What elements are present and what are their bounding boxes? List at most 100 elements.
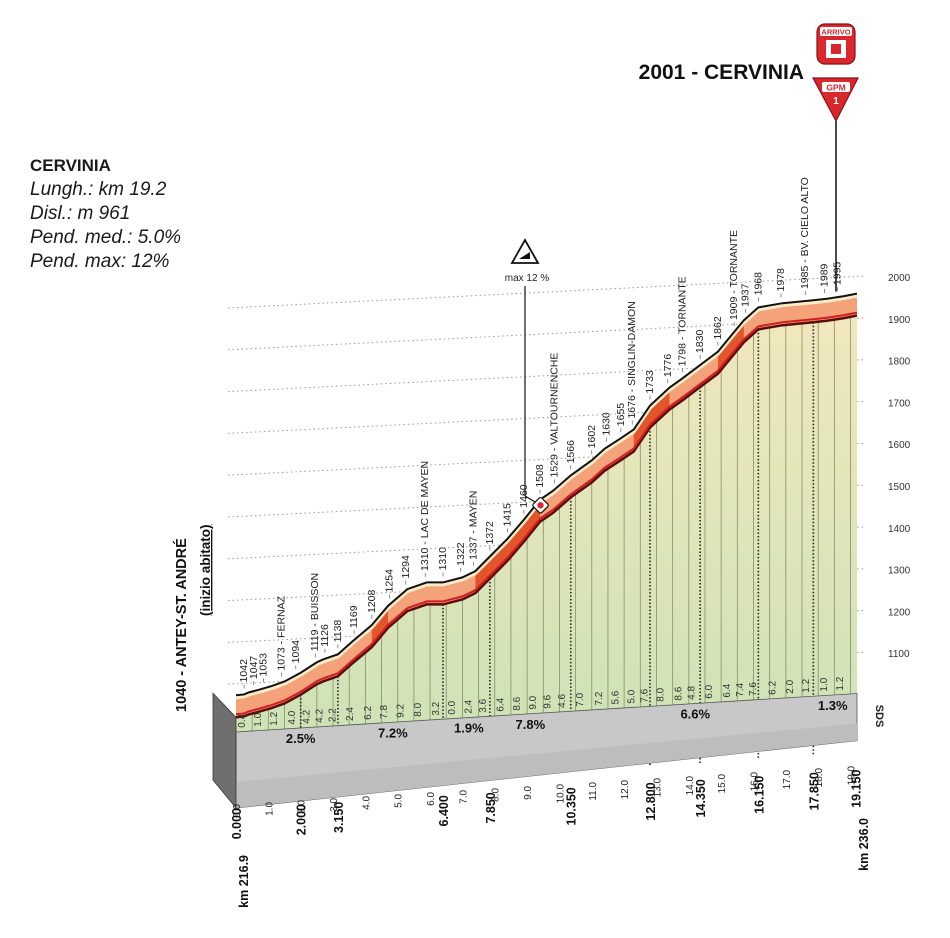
altitude-label: 1169 [348, 605, 360, 628]
altitude-label: 1862 [712, 316, 724, 340]
km-tick-label: 16.0 [750, 771, 761, 791]
altitude-label: 1415 [502, 503, 514, 527]
segment-gradient-label: 6.2 [363, 706, 374, 720]
altitude-label: 1337 - MAYEN [468, 491, 480, 560]
altitude-label: 1830 [694, 330, 706, 354]
segment-gradient-label: 6.4 [496, 697, 507, 711]
start-label: 1040 - ANTEY-ST. ANDRÉ [173, 538, 190, 712]
altitude-label: 1733 [644, 370, 656, 394]
km-tick-label: 2.0 [297, 800, 308, 814]
segment-gradient-label: 5.0 [627, 689, 638, 703]
segment-gradient-label: 1.0 [819, 677, 830, 691]
climb-name: CERVINIA [30, 156, 111, 175]
altitude-label: 1798 - TORNANTE [676, 276, 688, 366]
segment-gradient-label: 4.8 [686, 685, 697, 699]
km-tick-label: 18.0 [814, 767, 825, 787]
km-tick-label: 0.0 [232, 804, 243, 818]
altitude-label: 1322 [455, 542, 467, 566]
stage-km-start: km 216.9 [237, 855, 251, 908]
section-gradient-label: 7.8% [516, 717, 546, 732]
altitude-label: 1968 [752, 272, 764, 296]
segment-gradient-label: 7.2 [594, 691, 605, 705]
km-from-start-label: 14.350 [694, 779, 708, 817]
segment-gradient-label: 4.0 [287, 710, 298, 724]
altitude-label: 1073 - FERNAZ [275, 595, 287, 670]
segment-gradient-label: 2.4 [345, 707, 356, 721]
steep-segment [371, 608, 389, 645]
km-tick-label: 5.0 [394, 794, 405, 808]
km-from-start-label: 17.850 [807, 772, 821, 810]
y-tick-label: 1800 [888, 357, 911, 368]
segment-gradient-label: 4.2 [314, 709, 325, 723]
segment-gradient-label: 0.0 [447, 700, 458, 714]
km-from-start-label: 19.150 [849, 770, 863, 808]
km-from-start-label: 2.000 [295, 804, 309, 835]
altitude-label: 1053 [257, 653, 269, 677]
km-tick-label: 14.0 [685, 775, 696, 795]
segment-gradient-label: 9.6 [543, 694, 554, 708]
y-tick-label: 1900 [888, 315, 911, 326]
steep-segment [650, 390, 670, 425]
y-tick-label: 1300 [888, 566, 911, 577]
altitude-label: 1676 - SINGLIN-DAMON [626, 301, 638, 418]
segment-gradient-label: 9.2 [395, 704, 406, 718]
steep-warning-icon-ramp [519, 252, 530, 259]
base-side-face [212, 692, 237, 810]
avg-gradient-line: Pend. med.: 5.0% [30, 227, 182, 248]
max-gradient-line: Pend. max: 12% [30, 251, 170, 272]
road-red-line [235, 311, 858, 716]
segment-gradient-label: 6.0 [704, 684, 715, 698]
steep-warning-icon [510, 238, 540, 264]
altitude-label: 1138 [332, 620, 344, 643]
km-tick-label: 13.0 [652, 777, 663, 797]
km-from-start-label: 16.150 [752, 776, 766, 814]
altitude-label: 1126 [319, 624, 331, 647]
finish-title: 2001 - CERVINIA [639, 61, 804, 84]
altitude-label: 1208 [366, 590, 378, 614]
road-bottom-outline [235, 314, 858, 719]
gpm-category: 1 [833, 96, 839, 107]
km-tick-label: 12.0 [620, 780, 631, 800]
km-tick-label: 3.0 [329, 798, 340, 812]
km-tick-label: 6.0 [426, 792, 437, 806]
altitude-label: 1995 [832, 262, 844, 286]
km-from-start-label: 6.400 [437, 795, 451, 826]
segment-gradient-label: 3.2 [431, 701, 442, 715]
elevation-gain-line: Disl.: m 961 [30, 203, 131, 224]
steep-segment [489, 541, 508, 576]
segment-gradient-label: 1.0 [253, 712, 264, 726]
segment-gradient-label: 2.4 [463, 699, 474, 713]
max-marker-label: max 12 % [505, 273, 550, 284]
y-tick-label: 1100 [888, 649, 910, 660]
km-tick-label: 8.0 [491, 788, 502, 802]
y-tick-label: 2000 [888, 273, 911, 284]
y-tick-label: 1500 [888, 482, 911, 493]
km-tick-label: 15.0 [717, 773, 728, 793]
altitude-label: 1985 - BV. CIELO ALTO [799, 177, 811, 289]
altitude-label: 1566 [565, 440, 577, 464]
km-tick-label: 7.0 [458, 790, 469, 804]
altitude-label: 1529 - VALTOURNENCHE [549, 353, 561, 478]
max-marker-dot [537, 502, 544, 509]
segment-gradient-label: 1.2 [269, 711, 280, 725]
altitude-label: 1460 [518, 484, 530, 508]
section-gradient-label: 2.5% [286, 731, 316, 746]
segment-gradient-label: 4.2 [302, 709, 313, 723]
segment-gradient-label: 0.4 [237, 713, 248, 727]
steep-segment [717, 335, 735, 371]
segment-gradient-label: 7.8 [379, 705, 390, 719]
steep-segment [633, 408, 650, 449]
km-tick-label: 11.0 [588, 782, 599, 801]
km-tick-label: 4.0 [361, 796, 372, 810]
altitude-label: 1776 [662, 354, 674, 378]
altitude-label: 1630 [600, 412, 612, 436]
base-slab-lower [236, 723, 857, 808]
segment-gradient-label: 1.2 [801, 678, 812, 692]
road-top-outline [235, 292, 858, 697]
km-from-start-label: 7.850 [484, 792, 498, 823]
section-gradient-label: 7.2% [378, 725, 408, 740]
section-gradient-label: 6.6% [680, 707, 710, 722]
km-tick-label: 17.0 [782, 769, 793, 789]
